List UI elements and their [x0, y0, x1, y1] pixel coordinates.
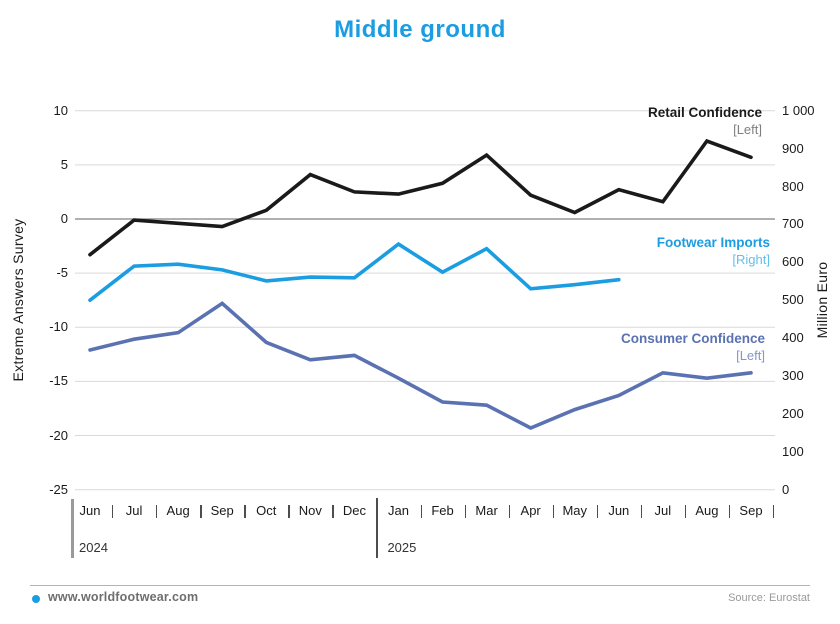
x-axis-start-bar — [71, 499, 74, 558]
footer-source: Source: Eurostat — [728, 592, 810, 604]
series-label-footwear-imports: Footwear Imports [Right] — [657, 234, 770, 268]
brand-dot-icon — [32, 595, 40, 603]
month-separator — [288, 505, 290, 518]
x-axis-month-label: Sep — [210, 503, 234, 518]
month-separator — [640, 505, 643, 518]
x-axis-month-label: Mar — [475, 503, 498, 518]
month-separator — [112, 505, 114, 518]
series-line-retail-confidence — [88, 138, 753, 257]
month-separator — [596, 505, 599, 518]
x-axis-month-label: Jul — [654, 503, 672, 518]
x-axis-month-label: Apr — [520, 503, 541, 518]
series-label-consumer-confidence: Consumer Confidence [Left] — [621, 330, 765, 364]
x-axis-month-label: Oct — [256, 503, 277, 518]
right-axis-tick: 300 — [782, 368, 804, 383]
x-axis-month-label: Jul — [125, 503, 143, 518]
month-separator — [728, 505, 731, 518]
month-separator — [684, 505, 687, 518]
right-axis-tick: 100 — [782, 443, 804, 459]
year-label: 2025 — [387, 540, 417, 555]
left-axis-tick: -5 — [56, 265, 68, 281]
month-separator — [332, 505, 334, 518]
right-axis-tick: 500 — [782, 292, 804, 308]
left-axis-tick: -10 — [49, 319, 68, 335]
series-name-footwear-imports: Footwear Imports — [656, 235, 770, 250]
right-axis-tick: 600 — [782, 254, 804, 270]
series-line-consumer-confidence — [88, 301, 753, 430]
x-axis-month-label: Jun — [608, 503, 630, 518]
left-axis-tick: 5 — [60, 156, 68, 172]
chart-title: Middle ground — [334, 16, 506, 43]
right-axis-tick: 0 — [782, 481, 790, 497]
left-axis-tick: -15 — [49, 373, 68, 389]
month-separator — [508, 505, 511, 518]
series-name-consumer-confidence: Consumer Confidence — [620, 331, 765, 346]
footer-website: www.worldfootwear.com — [48, 590, 199, 604]
month-separator — [156, 505, 158, 518]
month-separator — [244, 505, 246, 518]
month-separator — [464, 505, 466, 518]
month-separator — [773, 505, 775, 518]
x-axis-month-label: Aug — [166, 503, 190, 518]
right-axis-tick: 700 — [782, 216, 804, 232]
series-axis-tag-footwear-imports: [Right] — [732, 252, 770, 267]
left-axis-tick: 0 — [60, 210, 68, 226]
x-axis-month-label: Nov — [298, 503, 322, 518]
month-separator — [420, 505, 422, 518]
right-axis-tick: 1 000 — [782, 102, 815, 118]
footer-divider — [30, 585, 810, 586]
left-axis-tick: -25 — [49, 481, 68, 497]
month-separator — [200, 505, 202, 518]
month-separator — [552, 505, 555, 518]
left-axis-tick: 10 — [53, 102, 68, 118]
x-axis-month-label: Sep — [739, 503, 763, 518]
x-axis-month-label: Dec — [342, 503, 366, 518]
right-axis-tick: 900 — [782, 140, 804, 156]
series-axis-tag-consumer-confidence: [Left] — [736, 348, 765, 363]
left-axis-tick: -20 — [49, 427, 68, 443]
year-label: 2024 — [79, 540, 108, 555]
series-line-footwear-imports — [88, 241, 621, 303]
x-axis-month-label: Jun — [79, 503, 101, 518]
x-axis-month-label: May — [562, 503, 587, 518]
right-axis-tick: 800 — [782, 178, 804, 194]
series-name-retail-confidence: Retail Confidence — [647, 105, 762, 120]
right-axis-tick: 200 — [782, 405, 804, 421]
year-divider — [376, 498, 378, 558]
right-axis-tick: 400 — [782, 330, 804, 346]
x-axis-month-label: Aug — [695, 503, 719, 518]
left-axis-title: Extreme Answers Survey — [10, 218, 26, 382]
series-axis-tag-retail-confidence: [Left] — [733, 122, 762, 137]
x-axis-month-label: Jan — [387, 503, 409, 518]
right-axis-title: Million Euro — [814, 261, 830, 339]
x-axis-month-label: Feb — [431, 503, 454, 518]
series-label-retail-confidence: Retail Confidence [Left] — [648, 104, 762, 138]
